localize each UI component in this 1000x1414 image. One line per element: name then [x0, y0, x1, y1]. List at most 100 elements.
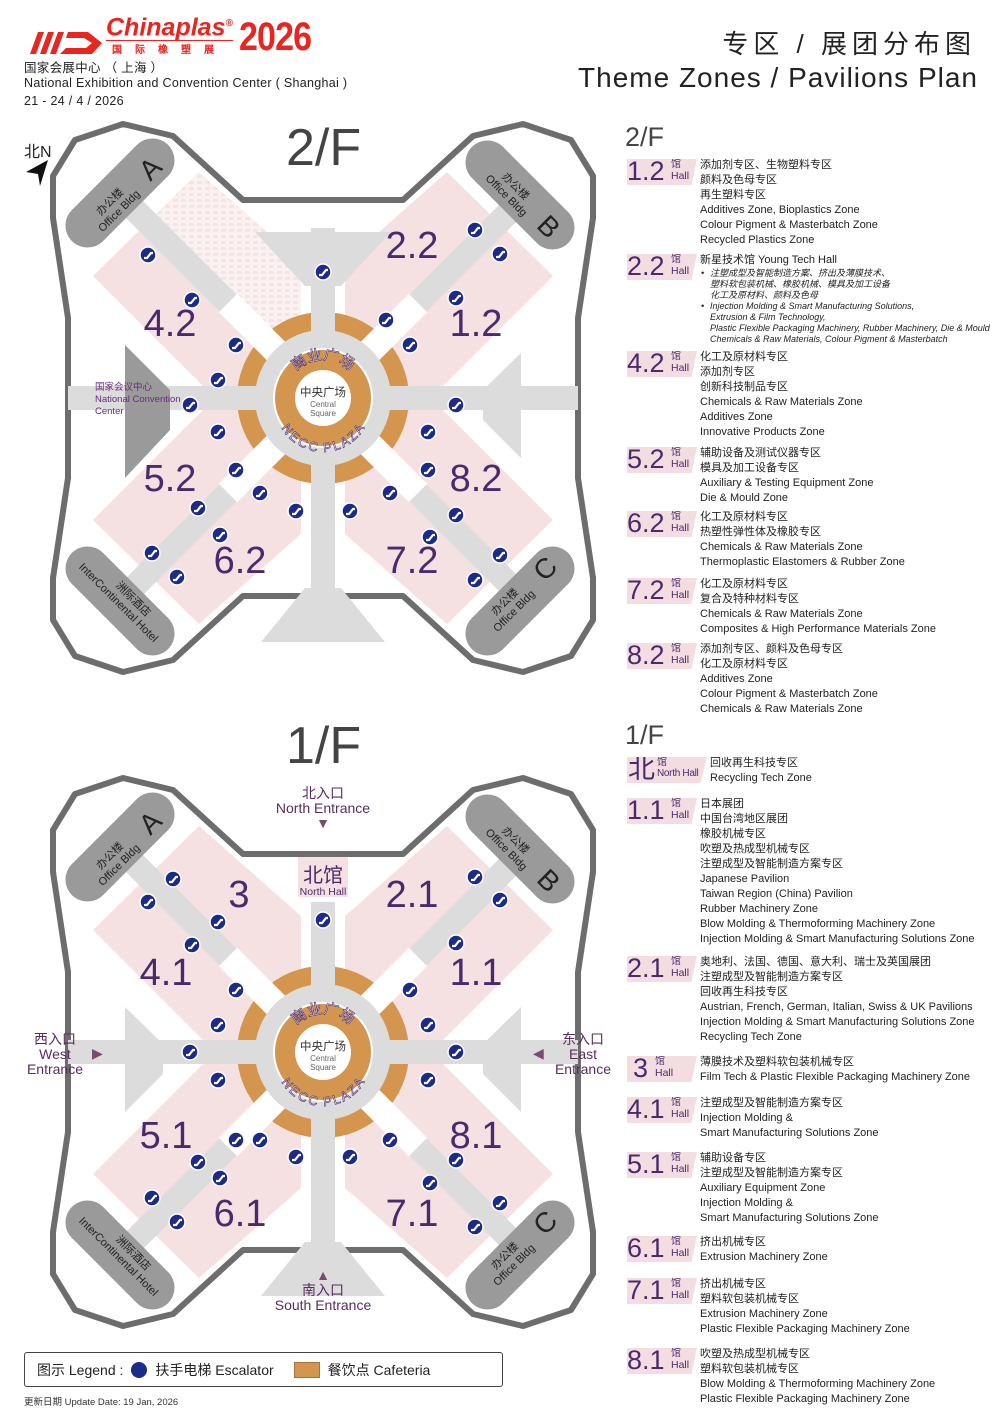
zone-line: 注塑成型及智能制造方案专区 — [700, 1167, 843, 1179]
zone-line: 吹塑及热成型机械专区 — [700, 843, 810, 855]
escalator-glyph — [292, 507, 301, 516]
zone-lines: 回收再生科技专区 Recycling Tech Zone — [710, 756, 812, 786]
zone-bullet-line: Injection Molding & Smart Manufacturing … — [700, 301, 990, 312]
event-dates: 21 - 24 / 4 / 2026 — [24, 94, 124, 108]
zone-line: Colour Pigment & Masterbatch Zone — [700, 688, 878, 700]
zone-line: 吹塑及热成型机械专区 — [700, 1348, 810, 1360]
escalator-glyph — [214, 376, 223, 385]
zone-line: Blow Molding & Thermoforming Machinery Z… — [700, 918, 936, 930]
hall-number: 北 — [628, 754, 655, 784]
escalator-glyph — [214, 918, 223, 927]
zone-entry: 7.2 馆 Hall 化工及原材料专区 复合及特种材料专区 Chemicals & Raw… — [627, 577, 936, 637]
zone-entry: 4.1 馆 Hall 注塑成型及智能制造方案专区 Injection Molding &… — [627, 1096, 879, 1141]
zone-line: Taiwan Region (China) Pavilion — [700, 888, 853, 900]
south-notch — [261, 1242, 385, 1296]
zone-line: Extrusion Machinery Zone — [700, 1308, 828, 1320]
zone-line: 添加剂专区、颜料及色母专区 — [700, 643, 843, 655]
zone-line: Chemicals & Raw Materials Zone — [700, 396, 863, 408]
hall-number: 8.2 — [627, 640, 665, 670]
escalator-glyph — [214, 1021, 223, 1030]
zone-entry: 1.2 馆 Hall 添加剂专区、生物塑料专区 颜料及色母专区 再生塑料专区 Additiv… — [627, 158, 878, 248]
zone-lines: 新星技术馆 Young Tech Hall 注塑成型及智能制造方案、挤出及薄膜技术… — [700, 253, 990, 345]
legend-escalator: 扶手电梯 Escalator — [155, 1361, 274, 1378]
hall-en-suffix: Hall — [671, 458, 690, 470]
escalator-glyph — [452, 511, 461, 520]
zone-lines: 注塑成型及智能制造方案专区 Injection Molding & Smart Ma… — [700, 1096, 879, 1141]
escalator-glyph — [194, 504, 203, 513]
escalator-icon — [189, 499, 207, 517]
zone-line: Recycling Tech Zone — [700, 1031, 802, 1043]
square-en-label: Square — [310, 1063, 336, 1072]
escalator-icon — [209, 423, 227, 441]
hall-number: 2.2 — [627, 251, 665, 281]
hall-number: 8.1 — [627, 1345, 665, 1375]
zone-bullet-line: 化工及原材料、颜料及色母 — [710, 290, 819, 300]
hall-badge: 2.1 馆 Hall — [627, 956, 697, 982]
zone-line: 新星技术馆 Young Tech Hall — [700, 254, 837, 266]
escalator-glyph — [406, 986, 415, 995]
escalator-icon — [466, 1218, 484, 1236]
escalator-glyph — [186, 401, 195, 410]
escalator-glyph — [496, 250, 505, 259]
escalator-icon — [491, 891, 509, 909]
zones-floor-1f: 1/F — [625, 720, 665, 750]
zone-entry: 5.2 馆 Hall 辅助设备及测试仪器专区 模具及加工设备专区 Auxiliary & … — [627, 446, 873, 506]
hall-en-suffix: Hall — [671, 1359, 690, 1371]
zone-lines: 挤出机械专区 Extrusion Machinery Zone — [700, 1235, 828, 1265]
zone-line: 挤出机械专区 — [700, 1278, 766, 1290]
escalator-glyph — [471, 576, 480, 585]
hall-label: 5.1 — [140, 1115, 193, 1157]
central-square — [295, 370, 351, 426]
escalator-glyph — [471, 873, 480, 882]
escalator-icon — [143, 544, 161, 562]
hall-en-suffix: Hall — [671, 1108, 690, 1120]
hall-number: 4.1 — [627, 1094, 665, 1124]
hall-number: 6.1 — [627, 1233, 665, 1263]
building-shape — [65, 1200, 175, 1310]
hall-label: 7.2 — [386, 540, 439, 582]
hall-cn-suffix: 馆 — [655, 1056, 665, 1067]
hall-number: 7.2 — [627, 575, 665, 605]
escalator-glyph — [406, 341, 415, 350]
escalator-glyph — [496, 896, 505, 905]
escalator-icon — [491, 245, 509, 263]
zone-line: 注塑成型及智能制造方案专区 — [700, 971, 843, 983]
escalator-glyph — [452, 1156, 461, 1165]
page-title-cn: 专区 / 展团分布图 — [722, 29, 976, 59]
zone-line: 回收再生科技专区 — [700, 986, 788, 998]
hall-badge: 5.1 馆 Hall — [627, 1152, 697, 1178]
arrow-down-icon: ▼ — [316, 815, 330, 831]
hall-badge: 3 馆 Hall — [627, 1056, 697, 1082]
escalator-icon — [251, 1131, 269, 1149]
hall-cn-suffix: 馆 — [671, 578, 681, 589]
office-b-building — [465, 140, 575, 250]
zone-lines: 化工及原材料专区 热塑性弹性体及橡胶专区 Chemicals & Raw Mater… — [700, 510, 905, 570]
zone-line: 热塑性弹性体及橡胶专区 — [700, 526, 821, 538]
hall-label: 3 — [228, 874, 249, 916]
zone-bullet-line: 注塑成型及智能制造方案、挤出及薄膜技术、 — [700, 268, 990, 279]
hall-label: 7.1 — [386, 1193, 439, 1235]
hall-number: 5.1 — [627, 1149, 665, 1179]
escalator-glyph — [144, 251, 153, 260]
hall-en-suffix: Hall — [671, 654, 690, 666]
zone-lines: 添加剂专区、颜料及色母专区 化工及原材料专区 Additives Zone Colou… — [700, 642, 878, 717]
escalator-icon — [227, 461, 245, 479]
escalator-icon — [181, 1043, 199, 1061]
escalator-icon — [419, 1016, 437, 1034]
legend: 图示 Legend : 扶手电梯 Escalator 餐饮点 Cafeteria — [24, 1352, 503, 1387]
escalator-glyph — [216, 1174, 225, 1183]
escalator-icon — [209, 371, 227, 389]
escalator-glyph — [188, 941, 197, 950]
west-notch — [125, 1007, 163, 1112]
escalator-glyph — [188, 296, 197, 305]
hall-badge: 6.1 馆 Hall — [627, 1236, 697, 1262]
hall-badge: 2.2 馆 Hall — [627, 254, 697, 280]
west-entrance-en2: Entrance — [26, 1061, 84, 1077]
south-entrance-cn: 南入口 — [302, 1282, 344, 1298]
zone-lines: 挤出机械专区 塑料软包装机械专区 Extrusion Machinery Zone P… — [700, 1277, 910, 1337]
zone-bullet-line: Chemicals & Raw Materials, Colour Pigmen… — [710, 334, 948, 344]
hall-number: 4.2 — [627, 348, 665, 378]
hall-label: 6.2 — [214, 540, 267, 582]
hall-number: 3 — [633, 1053, 649, 1083]
